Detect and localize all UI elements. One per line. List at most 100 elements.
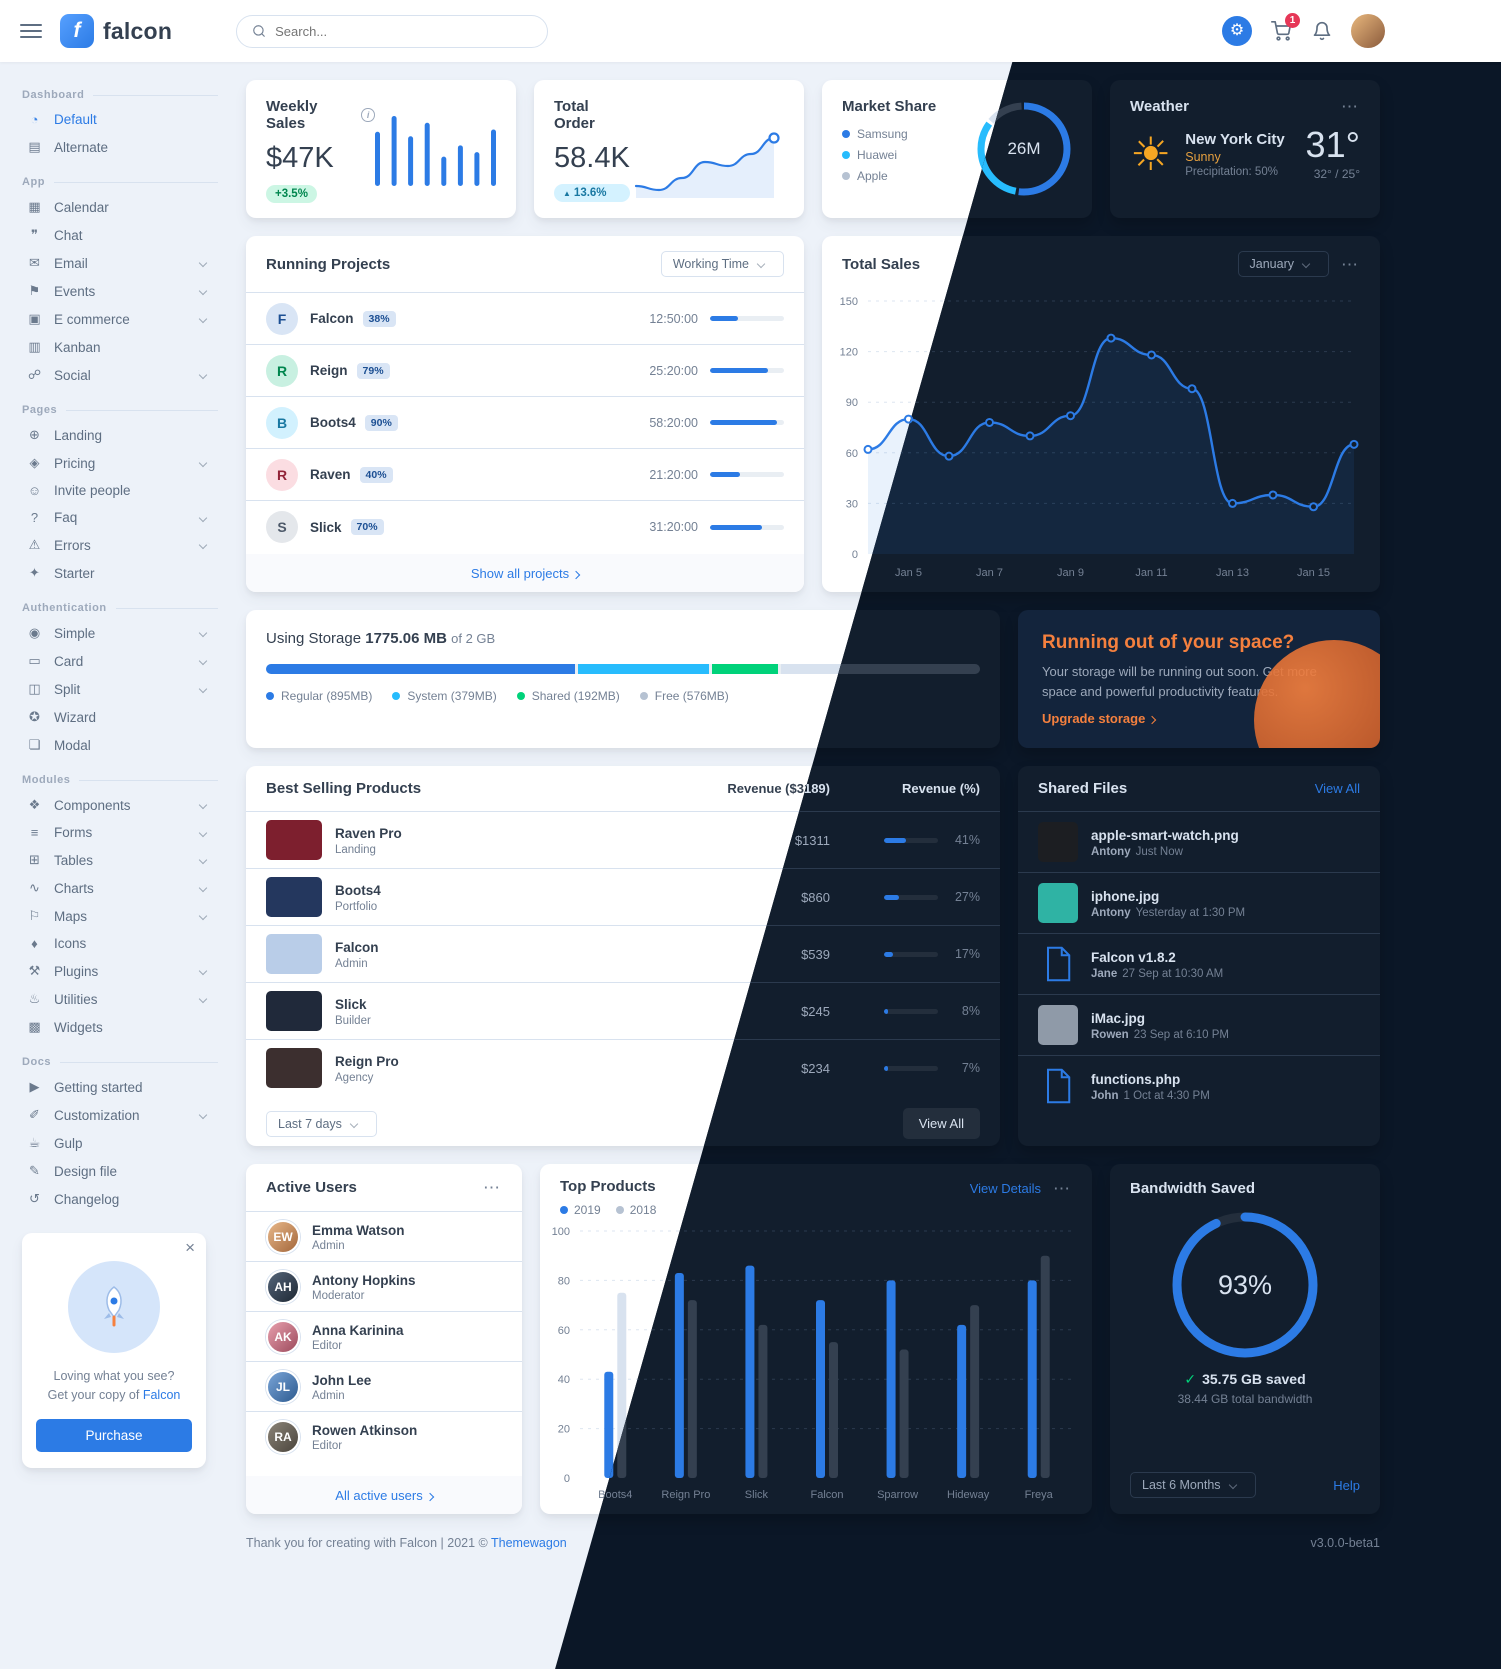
product-name-link[interactable]: Reign Pro — [335, 1053, 399, 1069]
project-name-link[interactable]: Falcon — [310, 311, 354, 326]
card-menu-icon[interactable]: ⋯ — [1341, 97, 1358, 116]
user-avatar[interactable] — [1351, 14, 1385, 48]
upsell-body: Your storage will be running out soon. G… — [1042, 664, 1317, 699]
svg-text:Reign Pro: Reign Pro — [661, 1489, 710, 1501]
svg-text:30: 30 — [846, 498, 858, 510]
file-name-link[interactable]: apple-smart-watch.png — [1091, 827, 1239, 843]
sidebar-item-charts[interactable]: ∿Charts — [22, 874, 218, 902]
settings-gear-button[interactable]: ⚙ — [1222, 16, 1252, 46]
svg-text:Jan 11: Jan 11 — [1135, 567, 1167, 579]
sidebar-item-modal[interactable]: ❏Modal — [22, 731, 218, 759]
close-icon[interactable]: × — [185, 1238, 195, 1257]
user-name-link[interactable]: Emma Watson — [312, 1222, 405, 1238]
search-box[interactable] — [236, 14, 549, 48]
sidebar-item-kanban[interactable]: ▥Kanban — [22, 333, 218, 361]
sidebar-item-default[interactable]: ◔Default — [22, 106, 218, 133]
sidebar-item-plugins[interactable]: ⚒Plugins — [22, 957, 218, 985]
chevron-down-icon — [1228, 1480, 1237, 1490]
revenue-pct: 8% — [961, 1004, 980, 1018]
file-name-link[interactable]: iphone.jpg — [1091, 888, 1160, 904]
sidebar-item-tables[interactable]: ⊞Tables — [22, 846, 218, 874]
sidebar-item-pricing[interactable]: ◈Pricing — [22, 449, 218, 477]
hamburger-menu-button[interactable] — [20, 24, 42, 38]
user-name-link[interactable]: John Lee — [312, 1372, 372, 1388]
month-select[interactable]: January — [1237, 251, 1329, 277]
weekly-sales-badge: +3.5% — [266, 185, 317, 203]
project-name-link[interactable]: Slick — [310, 519, 342, 535]
project-name-link[interactable]: Reign — [310, 363, 348, 378]
sidebar-item-errors[interactable]: ⚠Errors — [22, 531, 218, 559]
product-name-link[interactable]: Falcon — [335, 939, 379, 955]
product-name-link[interactable]: Boots4 — [335, 882, 381, 898]
sidebar-item-events[interactable]: ⚑Events — [22, 277, 218, 305]
sidebar-item-calendar[interactable]: ▦Calendar — [22, 193, 218, 221]
file-name-link[interactable]: functions.php — [1091, 1071, 1181, 1087]
product-name-link[interactable]: Slick — [335, 996, 367, 1012]
file-row: apple-smart-watch.png Antony Just Now — [1018, 812, 1380, 873]
sidebar-item-forms[interactable]: ≡Forms — [22, 819, 218, 846]
card-menu-icon[interactable]: ⋯ — [1053, 1179, 1070, 1198]
user-name-link[interactable]: Rowen Atkinson — [312, 1423, 418, 1438]
file-name-link[interactable]: Falcon v1.8.2 — [1091, 949, 1176, 965]
sidebar-item-social[interactable]: ☍Social — [22, 361, 218, 389]
chevron-down-icon — [198, 855, 208, 865]
project-name-link[interactable]: Boots4 — [310, 415, 356, 430]
user-name-link[interactable]: Antony Hopkins — [312, 1272, 416, 1288]
view-all-button[interactable]: View All — [902, 1108, 980, 1139]
help-link[interactable]: Help — [1333, 1477, 1360, 1493]
sidebar-item-widgets[interactable]: ▩Widgets — [22, 1013, 218, 1041]
sidebar-item-chat[interactable]: ❞Chat — [22, 221, 218, 249]
upgrade-storage-link[interactable]: Upgrade storage — [1042, 711, 1157, 726]
project-name-link[interactable]: Raven — [310, 467, 351, 482]
top-products-legend: 2019 2018 — [560, 1203, 656, 1217]
sidebar-item-changelog[interactable]: ↺Changelog — [22, 1185, 218, 1213]
sidebar-item-faq[interactable]: ?Faq — [22, 504, 218, 531]
sidebar-item-alternate[interactable]: ▤Alternate — [22, 133, 218, 161]
sidebar-item-split[interactable]: ◫Split — [22, 675, 218, 703]
sidebar-item-getting-started[interactable]: ▶Getting started — [22, 1073, 218, 1101]
sidebar-item-landing[interactable]: ⊕Landing — [22, 421, 218, 449]
svg-text:60: 60 — [558, 1325, 570, 1337]
sidebar-item-maps[interactable]: ⚐Maps — [22, 902, 218, 930]
sidebar-item-wizard[interactable]: ✪Wizard — [22, 703, 218, 731]
product-revenue: $245 — [801, 1003, 830, 1019]
sidebar-item-simple[interactable]: ◉Simple — [22, 619, 218, 647]
working-time-select[interactable]: Working Time — [660, 251, 784, 277]
view-details-link[interactable]: View Details — [969, 1181, 1041, 1196]
date-range-select[interactable]: Last 7 days — [266, 1110, 377, 1137]
legend-dot — [615, 1206, 624, 1214]
product-name-link[interactable]: Raven Pro — [335, 825, 402, 841]
sidebar-item-customization[interactable]: ✐Customization — [22, 1101, 218, 1129]
sidebar-item-design-file[interactable]: ✎Design file — [22, 1157, 218, 1185]
sidebar-item-icons[interactable]: ♦Icons — [22, 930, 218, 957]
sidebar-item-card[interactable]: ▭Card — [22, 647, 218, 675]
falcon-link[interactable]: Falcon — [142, 1388, 181, 1403]
show-all-projects-link[interactable]: Show all projects — [471, 566, 581, 581]
purchase-button[interactable]: Purchase — [36, 1418, 192, 1452]
months-select[interactable]: Last 6 Months — [1130, 1472, 1256, 1498]
all-active-users-link[interactable]: All active users — [335, 1488, 434, 1503]
search-input[interactable] — [275, 23, 533, 39]
card-menu-icon[interactable]: ⋯ — [1341, 254, 1358, 274]
user-role: Editor — [312, 1339, 343, 1352]
themewagon-link[interactable]: Themewagon — [491, 1536, 567, 1550]
notifications-button[interactable] — [1310, 19, 1334, 43]
product-category: Builder — [335, 1014, 371, 1027]
user-name-link[interactable]: Anna Karinina — [312, 1322, 404, 1338]
falcon-logo[interactable]: f falcon — [60, 14, 172, 48]
sidebar-item-components[interactable]: ❖Components — [22, 791, 218, 819]
sidebar-item-gulp[interactable]: ☕Gulp — [22, 1129, 218, 1157]
sidebar-item-email[interactable]: ✉Email — [22, 249, 218, 277]
plug-icon: ⚒ — [28, 963, 41, 978]
card-menu-icon[interactable]: ⋯ — [483, 1178, 500, 1197]
sidebar-item-utilities[interactable]: ♨Utilities — [22, 985, 218, 1013]
sidebar-item-ecommerce[interactable]: ▣E commerce — [22, 305, 218, 333]
sidebar-item-starter[interactable]: ✦Starter — [22, 559, 218, 587]
view-all-link[interactable]: View All — [1314, 781, 1360, 796]
chevron-down-icon — [198, 258, 208, 268]
sidebar-item-invite-people[interactable]: ☺Invite people — [27, 483, 131, 498]
cart-button[interactable]: 1 — [1269, 13, 1300, 43]
file-name-link[interactable]: iMac.jpg — [1091, 1010, 1146, 1026]
info-icon[interactable] — [361, 108, 375, 122]
